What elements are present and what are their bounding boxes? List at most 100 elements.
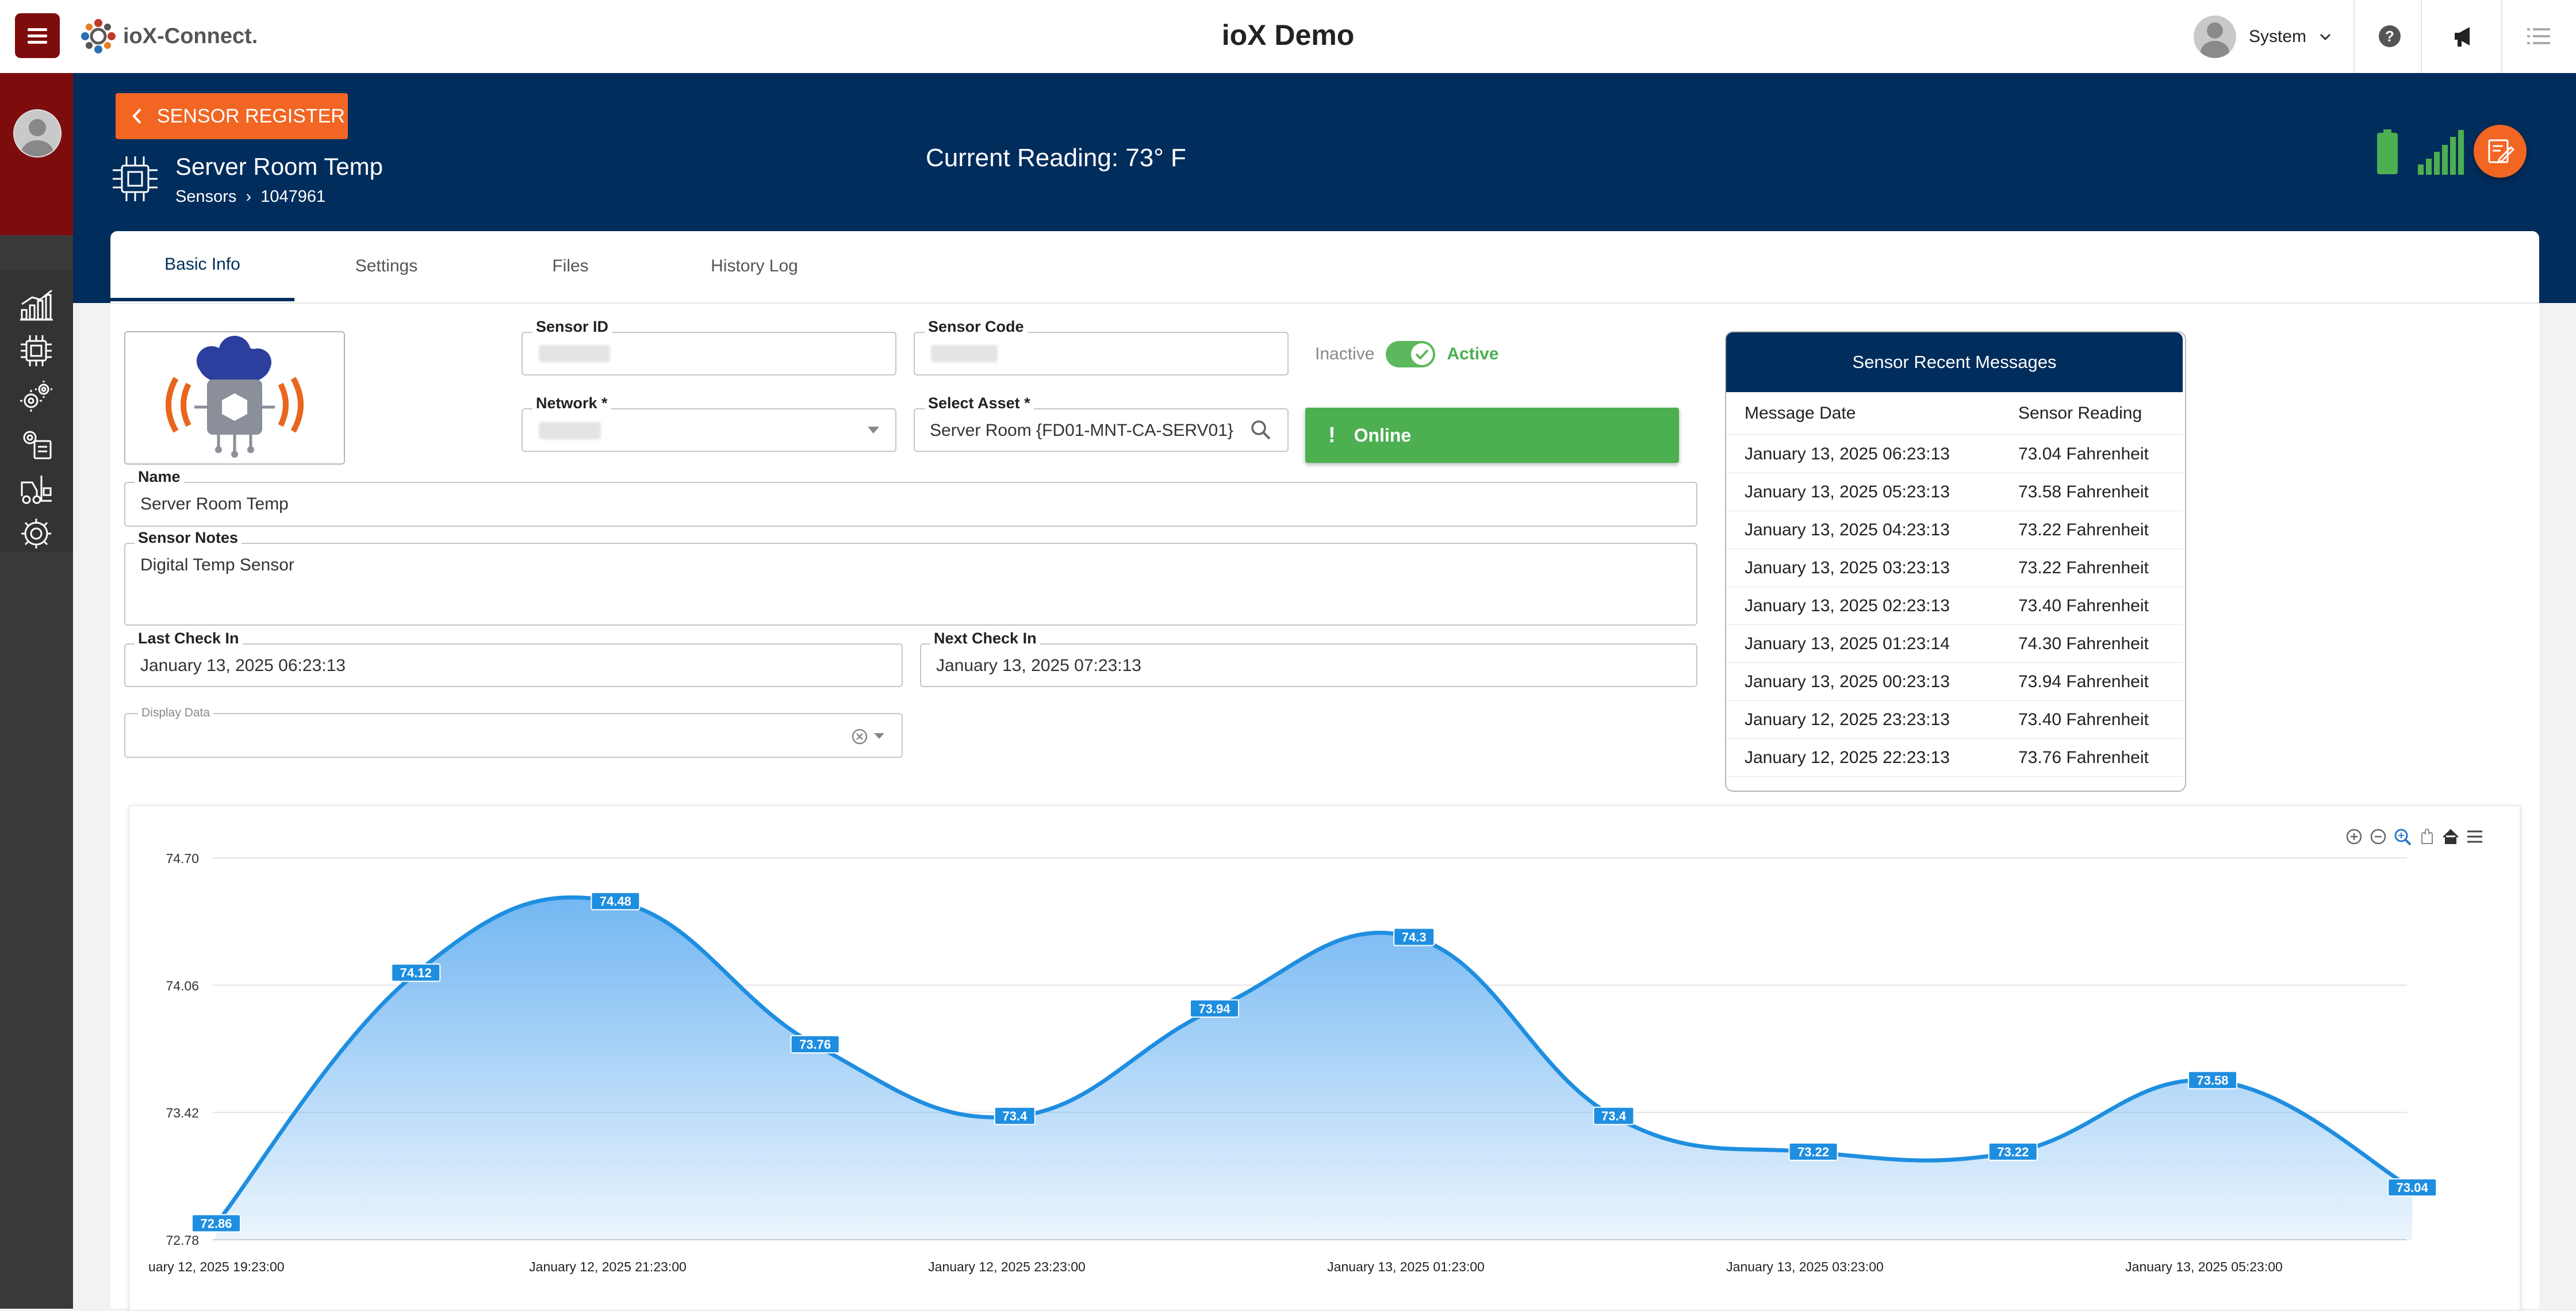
message-row[interactable]: January 13, 2025 04:23:13 73.22 Fahrenhei… — [1726, 511, 2183, 549]
tab-history-log[interactable]: History Log — [711, 256, 798, 275]
data-point-marker[interactable] — [790, 1035, 840, 1054]
user-name: System — [2249, 27, 2307, 46]
data-point-marker[interactable] — [591, 892, 641, 911]
bar-chart-icon — [20, 289, 53, 321]
y-tick-label: 74.06 — [166, 978, 199, 993]
message-date-header[interactable]: Message Date — [1745, 404, 1856, 423]
tab-files[interactable]: Files — [552, 256, 589, 275]
sidebar-item-configuration[interactable] — [16, 377, 56, 417]
message-row[interactable]: January 13, 2025 03:23:13 73.22 Fahrenhei… — [1726, 549, 2183, 587]
sidebar-item-settings[interactable] — [16, 513, 56, 554]
sidebar-avatar[interactable] — [13, 109, 62, 158]
megaphone-icon — [2455, 27, 2470, 47]
sensor-code-label: Sensor Code — [925, 318, 1028, 336]
data-point-marker[interactable] — [191, 1214, 241, 1233]
display-data-label: Display Data — [138, 706, 214, 720]
breadcrumb-sensors-link[interactable]: Sensors — [175, 187, 237, 206]
last-check-in-field[interactable]: January 13, 2025 06:23:13 — [124, 643, 903, 687]
person-icon — [21, 119, 53, 156]
message-row[interactable]: January 13, 2025 00:23:13 73.94 Fahrenhei… — [1726, 662, 2183, 701]
tab-basic-info[interactable]: Basic Info — [110, 231, 294, 301]
active-label: Active — [1447, 344, 1499, 363]
zoom-out-icon[interactable] — [2370, 829, 2386, 845]
select-asset-field[interactable]: Server Room {FD01-MNT-CA-SERV01} — [914, 408, 1289, 452]
y-tick-label: 74.70 — [166, 851, 199, 866]
gear-document-icon — [23, 431, 52, 459]
next-check-in-field[interactable]: January 13, 2025 07:23:13 — [920, 643, 1697, 687]
list-menu-button[interactable] — [2525, 23, 2552, 49]
messages-panel-title: Sensor Recent Messages — [1726, 332, 2183, 392]
sensor-notes-label: Sensor Notes — [135, 529, 242, 547]
forklift-icon — [21, 476, 52, 504]
x-tick-label: uary 12, 2025 19:23:00 — [148, 1259, 285, 1274]
breadcrumb-sensor-id: 1047961 — [260, 187, 326, 206]
zoom-in-icon[interactable] — [2346, 829, 2362, 845]
data-point-marker[interactable] — [2387, 1178, 2437, 1197]
sidebar-item-sensors[interactable] — [16, 331, 56, 371]
active-toggle[interactable]: Inactive Active — [1315, 339, 1498, 369]
topbar-divider — [2501, 0, 2502, 73]
signal-strength-icon — [2418, 130, 2464, 176]
dropdown-arrow-icon — [874, 733, 884, 739]
sensor-code-redacted — [931, 345, 998, 362]
clear-circle-icon[interactable] — [851, 728, 868, 745]
hamburger-menu-button[interactable] — [15, 13, 60, 58]
message-row[interactable]: January 13, 2025 06:23:13 73.04 Fahrenhei… — [1726, 435, 2183, 473]
data-label: 74.3 — [1402, 930, 1427, 944]
sensor-image[interactable] — [124, 331, 345, 465]
message-row[interactable]: January 13, 2025 05:23:13 73.58 Fahrenhei… — [1726, 473, 2183, 511]
sidebar-item-assets[interactable] — [16, 469, 56, 509]
data-point-marker[interactable] — [994, 1106, 1036, 1125]
chevron-down-icon — [2320, 33, 2331, 41]
pan-hand-icon[interactable] — [2421, 829, 2433, 844]
data-point-marker[interactable] — [1988, 1142, 2038, 1161]
display-data-select[interactable] — [124, 713, 903, 758]
name-field[interactable]: Server Room Temp — [124, 482, 1697, 527]
sensor-reading-header[interactable]: Sensor Reading — [2018, 404, 2142, 423]
sidebar-item-analytics[interactable] — [16, 285, 56, 325]
toggle-switch[interactable] — [1386, 341, 1436, 367]
current-reading: Current Reading: 73° F — [926, 144, 1186, 172]
message-reading: 73.22 Fahrenheit — [2018, 520, 2149, 539]
sensor-code-field[interactable] — [914, 332, 1289, 375]
data-point-marker[interactable] — [1393, 927, 1435, 946]
announcements-button[interactable] — [2452, 23, 2478, 49]
edit-sensor-button[interactable] — [2474, 125, 2527, 178]
back-button-label: SENSOR REGISTER — [157, 105, 345, 127]
brand-logo[interactable]: ioX-Connect. — [79, 16, 258, 56]
data-point-marker[interactable] — [1788, 1142, 1838, 1161]
user-menu[interactable]: System — [2194, 15, 2332, 59]
sensor-register-back-button[interactable]: SENSOR REGISTER — [116, 93, 348, 139]
message-date: January 13, 2025 05:23:13 — [1745, 482, 1950, 501]
help-button[interactable]: ? — [2376, 23, 2403, 49]
user-avatar — [2194, 16, 2236, 58]
sensor-notes-field[interactable]: Digital Temp Sensor — [124, 543, 1697, 626]
data-point-marker[interactable] — [1190, 999, 1239, 1018]
data-point-marker[interactable] — [1593, 1106, 1635, 1125]
name-label: Name — [135, 468, 184, 486]
tab-settings[interactable]: Settings — [355, 256, 418, 275]
data-point-marker[interactable] — [391, 963, 441, 982]
menu-icon[interactable] — [2467, 830, 2482, 843]
data-label: 73.76 — [799, 1037, 831, 1052]
sensor-id-field[interactable] — [522, 332, 896, 375]
network-select[interactable] — [522, 408, 896, 452]
reset-home-icon[interactable] — [2443, 829, 2459, 844]
sensor-title: Server Room Temp — [175, 153, 384, 180]
zoom-select-icon[interactable] — [2394, 829, 2412, 846]
search-icon[interactable] — [1249, 419, 1272, 442]
inactive-label: Inactive — [1315, 344, 1375, 363]
x-tick-label: January 13, 2025 01:23:00 — [1327, 1259, 1485, 1274]
message-row[interactable]: January 12, 2025 23:23:13 73.40 Fahrenhei… — [1726, 700, 2183, 739]
message-row[interactable]: January 12, 2025 22:23:13 73.76 Fahrenhei… — [1726, 738, 2183, 777]
topbar-divider — [2353, 0, 2355, 73]
message-date: January 13, 2025 02:23:13 — [1745, 596, 1950, 615]
message-reading: 73.58 Fahrenheit — [2018, 482, 2149, 501]
data-point-marker[interactable] — [2188, 1071, 2237, 1090]
message-row[interactable]: January 13, 2025 01:23:14 74.30 Fahrenhei… — [1726, 624, 2183, 663]
sensor-notes-value: Digital Temp Sensor — [140, 555, 294, 574]
message-row[interactable]: January 13, 2025 02:23:13 73.40 Fahrenhei… — [1726, 586, 2183, 625]
sidebar-item-reports[interactable] — [16, 423, 56, 463]
message-date: January 13, 2025 06:23:13 — [1745, 444, 1950, 463]
